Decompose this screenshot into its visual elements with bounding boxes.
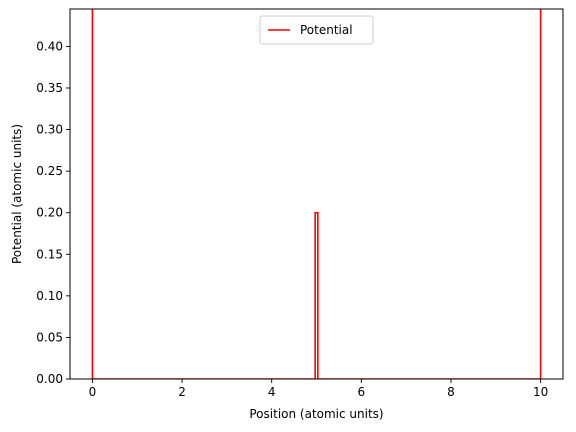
x-tick-label: 2	[178, 385, 186, 399]
y-tick-label: 0.40	[36, 39, 63, 53]
y-tick-label: 0.35	[36, 81, 63, 95]
legend: Potential	[259, 15, 374, 45]
y-tick-label: 0.30	[36, 123, 63, 137]
x-tick-label: 6	[357, 385, 365, 399]
x-tick-label: 10	[533, 385, 548, 399]
y-tick-label: 0.25	[36, 164, 63, 178]
x-tick-label: 0	[89, 385, 97, 399]
y-tick-label: 0.00	[36, 372, 63, 386]
y-tick-label: 0.05	[36, 330, 63, 344]
y-tick-label: 0.15	[36, 247, 63, 261]
y-tick-label: 0.20	[36, 206, 63, 220]
y-axis-label: Potential (atomic units)	[10, 124, 24, 264]
y-tick-label: 0.10	[36, 289, 63, 303]
legend-box	[259, 15, 374, 45]
series-line-0	[91, 9, 542, 379]
x-tick-label: 4	[268, 385, 276, 399]
legend-label: Potential	[300, 23, 353, 37]
plot-frame	[69, 8, 564, 380]
x-tick-label: 8	[447, 385, 455, 399]
x-axis-label: Position (atomic units)	[249, 407, 383, 421]
